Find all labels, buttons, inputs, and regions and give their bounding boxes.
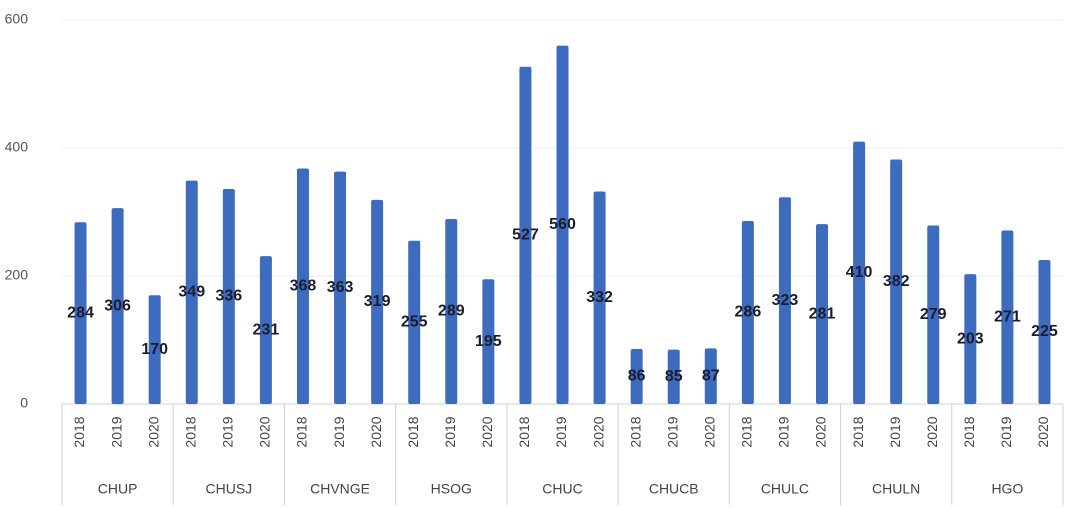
bar xyxy=(371,199,384,404)
data-label: 203 xyxy=(957,330,984,347)
x-tick-label: 2020 xyxy=(701,416,717,447)
data-label: 279 xyxy=(920,306,947,323)
group-label: HGO xyxy=(991,481,1023,497)
data-label: 87 xyxy=(702,367,720,384)
x-tick-label: 2018 xyxy=(627,416,643,447)
x-tick-label: 2018 xyxy=(516,416,532,447)
bar xyxy=(74,222,87,404)
bar xyxy=(556,45,569,404)
data-label: 382 xyxy=(883,273,910,290)
bar xyxy=(927,225,940,404)
bar xyxy=(593,191,606,404)
bar xyxy=(964,274,977,404)
y-tick-label: 400 xyxy=(5,139,29,155)
x-tick-label: 2020 xyxy=(590,416,606,447)
data-label: 332 xyxy=(586,289,613,306)
bar xyxy=(1001,230,1014,404)
x-tick-label: 2020 xyxy=(924,416,940,447)
bar xyxy=(222,188,235,404)
group-label: HSOG xyxy=(431,481,472,497)
bar xyxy=(519,66,532,404)
data-label: 195 xyxy=(475,333,502,350)
data-label: 255 xyxy=(401,314,428,331)
bar xyxy=(259,256,272,404)
data-label: 349 xyxy=(178,284,205,301)
x-tick-label: 2020 xyxy=(479,416,495,447)
bar xyxy=(778,197,791,404)
group-label: CHUSJ xyxy=(205,481,252,497)
x-tick-label: 2019 xyxy=(220,416,236,447)
bar xyxy=(853,141,866,404)
y-tick-label: 600 xyxy=(5,11,29,27)
bar xyxy=(890,159,903,404)
data-label: 306 xyxy=(104,297,131,314)
data-label: 281 xyxy=(809,305,836,322)
x-tick-label: 2020 xyxy=(145,416,161,447)
data-label: 170 xyxy=(141,341,168,358)
x-tick-label: 2018 xyxy=(405,416,421,447)
bar xyxy=(630,348,643,404)
x-tick-label: 2019 xyxy=(108,416,124,447)
data-label: 85 xyxy=(665,368,683,385)
x-tick-label: 2019 xyxy=(442,416,458,447)
bar xyxy=(296,168,309,404)
x-tick-label: 2020 xyxy=(1035,416,1051,447)
x-tick-label: 2018 xyxy=(739,416,755,447)
x-tick-label: 2018 xyxy=(182,416,198,447)
bar xyxy=(1038,260,1051,404)
bar xyxy=(408,240,421,404)
x-tick-label: 2020 xyxy=(257,416,273,447)
group-label: CHVNGE xyxy=(310,481,370,497)
bar xyxy=(741,220,754,404)
x-tick-label: 2019 xyxy=(331,416,347,447)
bar xyxy=(445,219,458,404)
data-label: 286 xyxy=(735,304,762,321)
group-label: CHUCB xyxy=(649,481,699,497)
bar xyxy=(816,224,829,404)
bar xyxy=(334,171,347,404)
data-label: 271 xyxy=(994,308,1021,325)
group-label: CHUP xyxy=(98,481,138,497)
bar xyxy=(704,348,717,404)
data-label: 410 xyxy=(846,264,873,281)
x-tick-label: 2018 xyxy=(850,416,866,447)
x-tick-label: 2019 xyxy=(664,416,680,447)
x-tick-label: 2018 xyxy=(71,416,87,447)
bar xyxy=(185,180,198,404)
data-label: 284 xyxy=(67,304,94,321)
data-label: 363 xyxy=(327,279,354,296)
x-tick-label: 2019 xyxy=(776,416,792,447)
x-tick-label: 2018 xyxy=(294,416,310,447)
bar xyxy=(148,295,161,404)
group-label: CHULN xyxy=(872,481,920,497)
x-tick-label: 2019 xyxy=(998,416,1014,447)
data-label: 527 xyxy=(512,227,539,244)
group-label: CHULC xyxy=(761,481,809,497)
data-label: 560 xyxy=(549,216,576,233)
group-label: CHUC xyxy=(542,481,582,497)
data-label: 323 xyxy=(772,292,799,309)
y-tick-label: 200 xyxy=(5,267,29,283)
data-label: 289 xyxy=(438,303,465,320)
bar xyxy=(667,349,680,404)
data-label: 336 xyxy=(215,288,242,305)
data-label: 225 xyxy=(1031,323,1058,340)
x-tick-label: 2019 xyxy=(553,416,569,447)
x-tick-label: 2020 xyxy=(813,416,829,447)
data-label: 319 xyxy=(364,293,391,310)
data-label: 368 xyxy=(290,277,317,294)
x-tick-label: 2020 xyxy=(368,416,384,447)
x-tick-label: 2019 xyxy=(887,416,903,447)
y-tick-label: 0 xyxy=(20,395,28,411)
x-tick-label: 2018 xyxy=(961,416,977,447)
data-label: 231 xyxy=(253,321,280,338)
bar xyxy=(111,208,124,404)
bar xyxy=(482,279,495,404)
data-label: 86 xyxy=(628,368,646,385)
